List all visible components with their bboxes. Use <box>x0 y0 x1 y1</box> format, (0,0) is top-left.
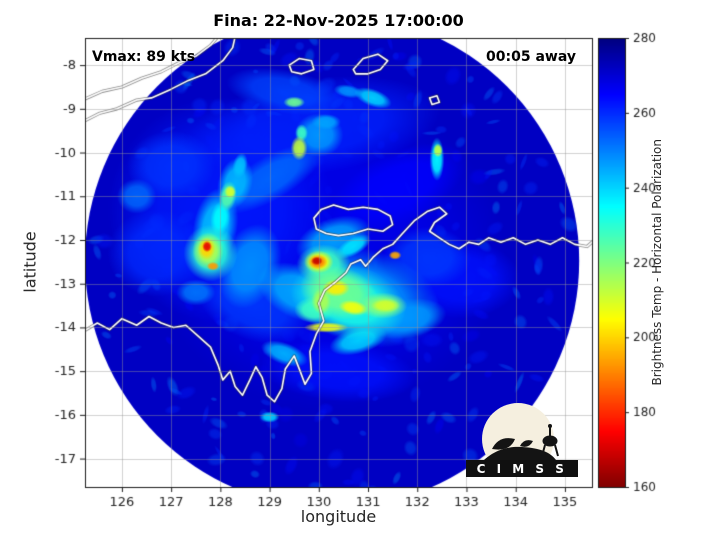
time-away-label: 00:05 away <box>486 49 576 65</box>
x-axis-label: longitude <box>300 507 377 526</box>
figure-title: Fina: 22-Nov-2025 17:00:00 <box>213 11 464 30</box>
colorbar-label: Brightness Temp - Horizontal Polarizatio… <box>650 139 664 386</box>
logo-text: C I M S S <box>477 462 568 476</box>
vmax-label: Vmax: 89 kts <box>92 49 196 65</box>
logo-water-tower-icon <box>541 424 559 457</box>
colorbar-label-wrap: Brightness Temp - Horizontal Polarizatio… <box>646 38 668 487</box>
logo-dish-middle-icon <box>520 440 533 447</box>
y-axis-label: latitude <box>20 231 40 293</box>
logo-ground-silhouette <box>484 446 556 460</box>
logo-banner <box>466 460 578 477</box>
cimss-logo: C I M S S <box>466 403 578 477</box>
logo-dish-left-icon <box>492 438 515 450</box>
